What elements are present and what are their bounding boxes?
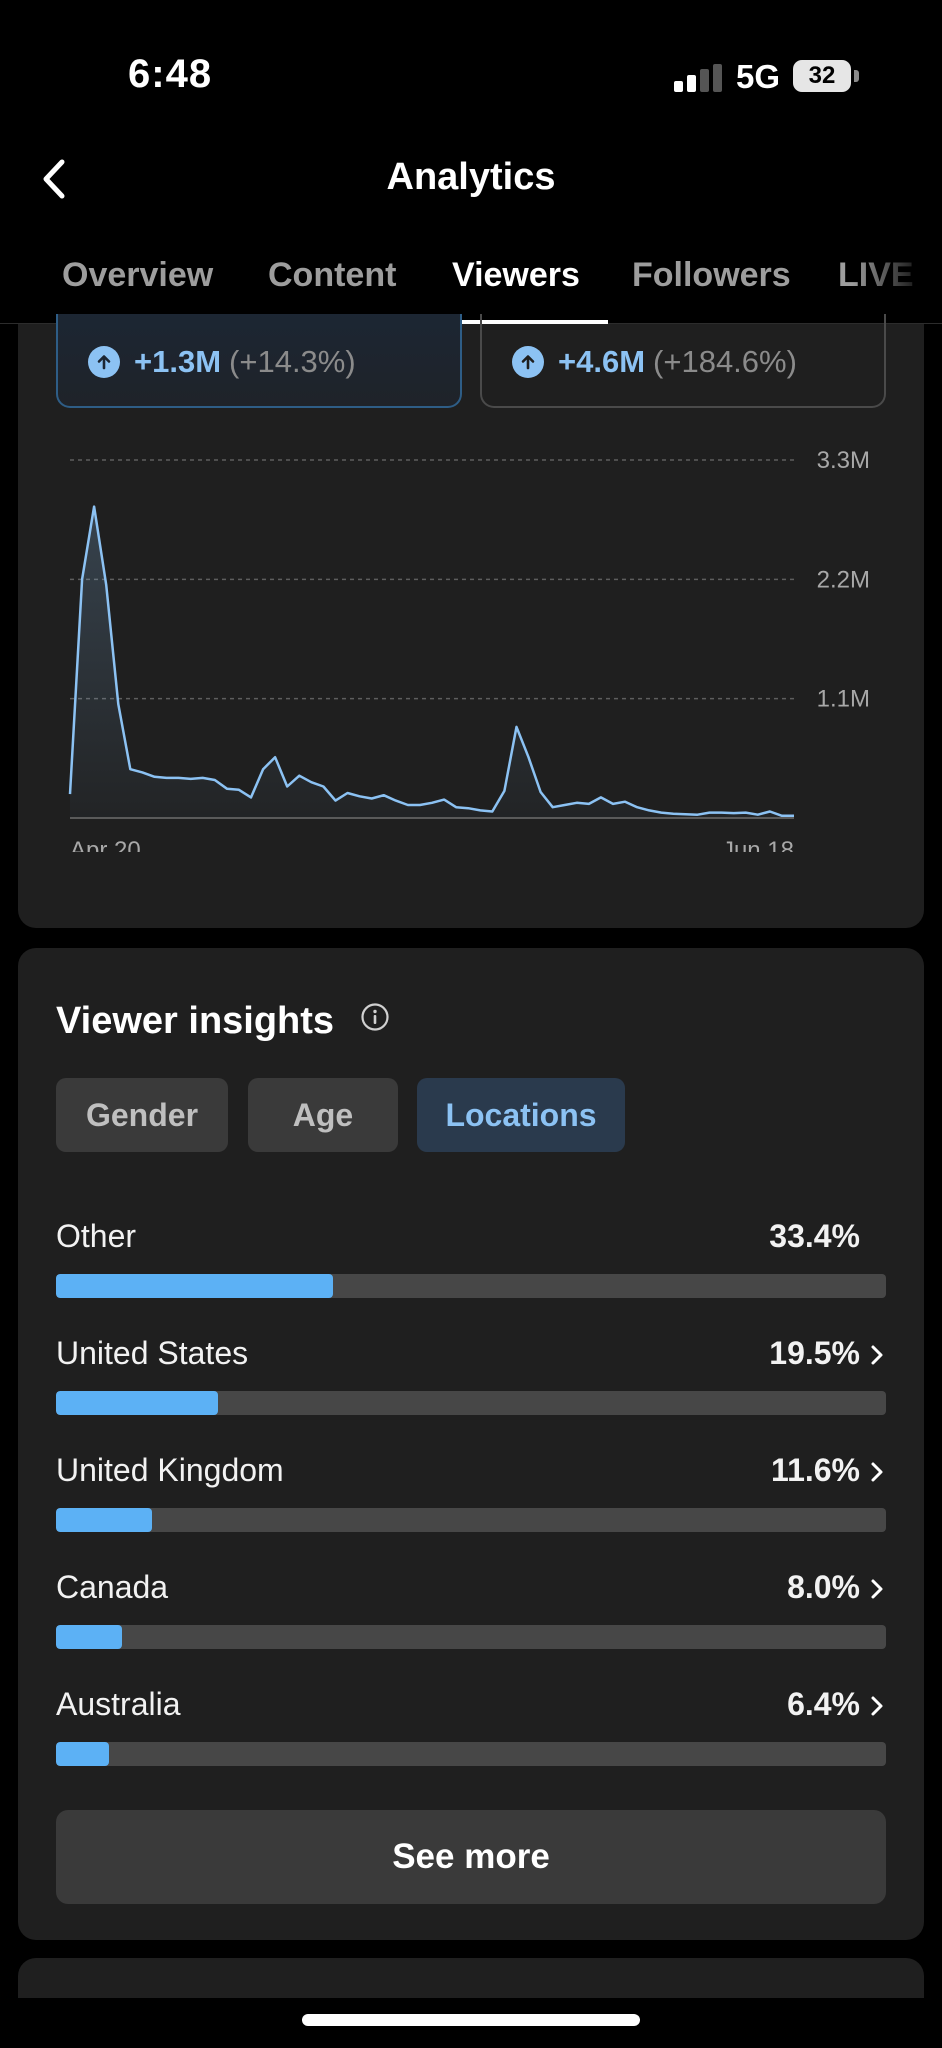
- metric-change: (+184.6%): [653, 344, 797, 379]
- tab-content[interactable]: Content: [268, 256, 397, 294]
- location-bar-track: [56, 1742, 886, 1766]
- page-title: Analytics: [386, 156, 556, 198]
- chip-locations[interactable]: Locations: [417, 1078, 625, 1152]
- chevron-left-icon: [43, 159, 65, 199]
- x-tick-label-end: Jun 18: [722, 837, 794, 852]
- location-percent: 6.4%: [787, 1686, 860, 1722]
- see-more-button[interactable]: See more: [56, 1810, 886, 1904]
- views-line-chart[interactable]: 3.3M 2.2M 1.1M Apr 20 Jun 18: [18, 432, 924, 852]
- next-section-card: [18, 1958, 924, 1998]
- status-time: 6:48: [128, 52, 213, 96]
- metric-value: +1.3M: [134, 344, 222, 379]
- location-name: Australia: [56, 1686, 181, 1722]
- section-title: Viewer insights: [56, 1000, 335, 1042]
- y-tick-label: 3.3M: [817, 447, 870, 474]
- location-row[interactable]: United Kingdom 11.6%: [56, 1452, 886, 1542]
- signal-icon: [674, 64, 722, 92]
- location-row[interactable]: United States 19.5%: [56, 1335, 886, 1425]
- location-name: United Kingdom: [56, 1452, 284, 1488]
- location-row[interactable]: Australia 6.4%: [56, 1686, 886, 1776]
- metric-card-primary[interactable]: +1.3M (+14.3%): [56, 314, 462, 408]
- arrow-up-circle-icon: [88, 346, 120, 378]
- status-bar: 6:48 5G 32: [0, 0, 942, 150]
- info-icon[interactable]: [360, 1002, 390, 1032]
- chart-series-line: [68, 505, 794, 818]
- chevron-right-icon: [871, 1579, 883, 1599]
- chip-age[interactable]: Age: [248, 1078, 398, 1152]
- network-label: 5G: [736, 58, 781, 95]
- metric-card-secondary[interactable]: +4.6M (+184.6%): [480, 314, 886, 408]
- metric-value: +4.6M: [558, 344, 646, 379]
- tab-followers[interactable]: Followers: [632, 256, 791, 294]
- x-tick-label-start: Apr 20: [70, 837, 141, 852]
- location-bar-fill: [56, 1625, 123, 1649]
- y-tick-label: 1.1M: [817, 686, 870, 713]
- views-chart-card: +1.3M (+14.3%) +4.6M (+184.6%) 3.3M 2.2M 1…: [18, 314, 924, 928]
- location-name: Other: [56, 1218, 137, 1254]
- location-bar-fill: [56, 1742, 110, 1766]
- location-bar-fill: [56, 1274, 334, 1298]
- tab-active-indicator: [428, 320, 608, 325]
- metric-change: (+14.3%): [229, 344, 356, 379]
- chevron-right-icon: [871, 1696, 883, 1716]
- y-tick-label: 2.2M: [817, 566, 870, 593]
- location-bar-fill: [56, 1508, 153, 1532]
- location-bar-track: [56, 1391, 886, 1415]
- tab-overview[interactable]: Overview: [62, 256, 214, 294]
- chevron-right-icon: [871, 1345, 883, 1365]
- location-percent: 19.5%: [769, 1335, 860, 1371]
- back-button[interactable]: [34, 154, 84, 204]
- location-bar-track: [56, 1508, 886, 1532]
- location-bar-fill: [56, 1391, 218, 1415]
- location-percent: 11.6%: [771, 1452, 860, 1488]
- tab-bar: Overview Content Viewers Followers LIVE: [0, 234, 942, 325]
- battery-icon: 32: [793, 60, 851, 92]
- location-row[interactable]: Canada 8.0%: [56, 1569, 886, 1659]
- location-percent: 8.0%: [787, 1569, 860, 1605]
- location-name: Canada: [56, 1569, 169, 1605]
- chart-area-fill: [70, 506, 794, 818]
- arrow-up-circle-icon: [512, 346, 544, 378]
- home-indicator[interactable]: [302, 2014, 640, 2026]
- location-bar-track: [56, 1625, 886, 1649]
- viewer-insights-card: Viewer insights Gender Age Locations Oth…: [18, 948, 924, 1940]
- chevron-right-icon: [871, 1462, 883, 1482]
- location-percent: 33.4%: [769, 1218, 860, 1254]
- chip-gender[interactable]: Gender: [56, 1078, 228, 1152]
- tab-viewers[interactable]: Viewers: [452, 256, 580, 294]
- battery-nub: [854, 70, 859, 82]
- tab-scroll-fade: [852, 234, 942, 322]
- location-bar-track: [56, 1274, 886, 1298]
- location-name: United States: [56, 1335, 249, 1371]
- location-row: Other 33.4%: [56, 1218, 886, 1308]
